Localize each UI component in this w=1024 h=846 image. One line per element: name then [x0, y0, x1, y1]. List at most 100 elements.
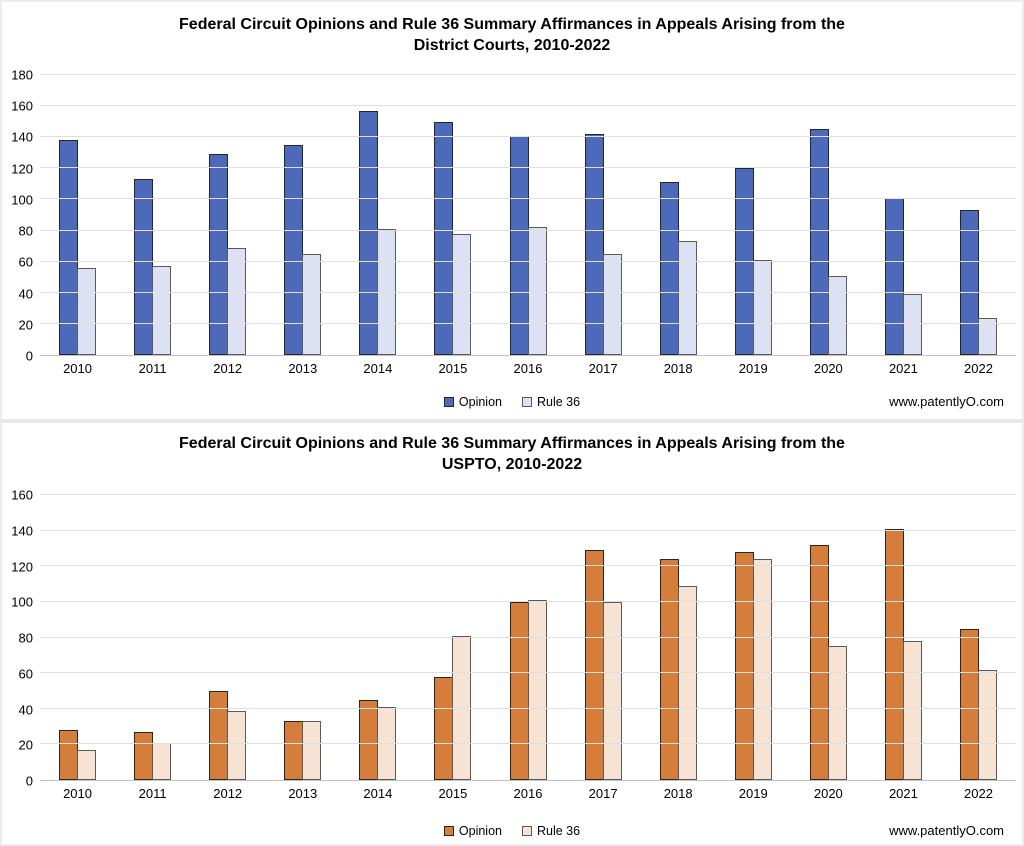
x-tick-label-2011: 2011	[138, 361, 167, 376]
legend-swatch-rule36	[522, 397, 532, 407]
x-tick-label-2012: 2012	[213, 361, 243, 376]
legend-swatch-opinion	[443, 826, 454, 836]
bar-group-2012	[190, 495, 265, 780]
gridline-20	[40, 322, 1016, 324]
bar-rule-36-2016	[527, 600, 547, 780]
bar-rule-36-2022	[977, 317, 997, 355]
x-tick-label-2017: 2017	[588, 361, 618, 376]
gridline-20	[40, 743, 1016, 745]
legend-swatch-rule36	[522, 826, 532, 836]
legend-label-opinion: Opinion	[458, 395, 502, 409]
bar-opinion-2022	[959, 210, 979, 355]
legend: Opinion Rule 36	[2, 822, 1022, 840]
x-tick-label-2011: 2011	[138, 786, 167, 801]
chart-title-line1: Federal Circuit Opinions and Rule 36 Sum…	[179, 16, 845, 33]
x-tick-label-2019: 2019	[738, 361, 768, 376]
bar-opinion-2018	[659, 182, 679, 355]
bar-group-2015	[415, 75, 490, 355]
gridline-40	[40, 291, 1016, 293]
gridline-60	[40, 260, 1016, 262]
chart-title-line2: District Courts, 2010-2022	[413, 37, 611, 54]
bar-rule-36-2017	[602, 601, 622, 780]
bar-rule-36-2015	[452, 233, 472, 355]
bar-opinion-2021	[884, 197, 904, 355]
bar-opinion-2013	[284, 721, 304, 780]
bar-opinion-2014	[359, 110, 379, 355]
chart-title-uspto: Federal Circuit Opinions and Rule 36 Sum…	[2, 423, 1022, 475]
x-tick-label-2010: 2010	[63, 361, 92, 376]
x-tick-label-2016: 2016	[513, 786, 543, 801]
bar-rule-36-2012	[227, 710, 247, 780]
y-tick-label-140: 140	[11, 129, 33, 145]
chart-footer: Opinion Rule 36 www.patentlyO.com	[2, 822, 1022, 840]
bar-opinion-2010	[59, 730, 79, 780]
x-axis: 2010 2011 2012 2013 2014 2015 2016 2017 2018 2019…	[40, 361, 1016, 376]
bar-rule-36-2012	[227, 247, 247, 355]
gridline-40	[40, 707, 1016, 709]
bar-rule-36-2021	[902, 294, 922, 355]
bar-rule-36-2010	[77, 749, 97, 780]
y-tick-label-40: 40	[18, 286, 33, 302]
x-tick-label-2020: 2020	[813, 361, 843, 376]
bar-group-2019	[716, 75, 791, 355]
bar-opinion-2016	[509, 601, 529, 780]
bar-group-2022	[941, 495, 1016, 780]
bar-opinion-2022	[959, 628, 979, 780]
chart-title-district-courts: Federal Circuit Opinions and Rule 36 Sum…	[2, 2, 1022, 56]
legend-swatch-opinion	[443, 397, 454, 407]
bar-rule-36-2013	[302, 721, 322, 780]
bar-group-2010	[40, 495, 115, 780]
gridline-80	[40, 229, 1016, 231]
bar-group-2012	[190, 75, 265, 355]
y-axis: 0 20 40 60 80 100 120 140 160 180	[2, 69, 40, 363]
x-axis: 2010 2011 2012 2013 2014 2015 2016 2017 2018 2019…	[40, 786, 1016, 801]
bar-opinion-2019	[734, 168, 754, 355]
bar-group-2013	[265, 75, 340, 355]
bar-rule-36-2022	[977, 669, 997, 780]
bar-rule-36-2019	[752, 559, 772, 780]
bar-opinion-2014	[359, 699, 379, 780]
bar-rule-36-2011	[152, 742, 172, 780]
x-tick-label-2022: 2022	[964, 786, 993, 801]
bar-rule-36-2011	[152, 266, 172, 355]
bar-group-2013	[265, 495, 340, 780]
y-tick-label-100: 100	[11, 192, 33, 208]
legend-label-opinion: Opinion	[458, 824, 502, 838]
gridline-120	[40, 565, 1016, 567]
x-tick-label-2022: 2022	[964, 361, 993, 376]
legend-item-opinion: Opinion	[443, 395, 502, 409]
legend-label-rule36: Rule 36	[537, 824, 581, 838]
y-tick-label-80: 80	[18, 223, 33, 239]
bar-opinion-2017	[584, 550, 604, 780]
bar-group-2010	[40, 75, 115, 355]
y-tick-label-120: 120	[11, 161, 33, 177]
legend-item-opinion: Opinion	[443, 824, 502, 838]
bar-opinion-2012	[209, 690, 229, 780]
panel-divider	[2, 419, 1022, 423]
bar-group-2014	[340, 495, 415, 780]
bar-group-2021	[866, 495, 941, 780]
chart-panel-district-courts: Federal Circuit Opinions and Rule 36 Sum…	[2, 2, 1022, 419]
bar-group-2011	[115, 75, 190, 355]
gridline-120	[40, 167, 1016, 169]
attribution-text: www.patentlyO.com	[889, 823, 1004, 838]
gridline-100	[40, 198, 1016, 200]
bar-group-2021	[866, 75, 941, 355]
bar-group-2017	[566, 495, 641, 780]
bar-opinion-2015	[434, 121, 454, 355]
bar-group-2011	[115, 495, 190, 780]
bar-group-2020	[791, 495, 866, 780]
x-tick-label-2013: 2013	[288, 786, 318, 801]
bar-rule-36-2010	[77, 267, 97, 355]
y-tick-label-180: 180	[11, 67, 33, 83]
x-tick-label-2010: 2010	[63, 786, 92, 801]
gridline-80	[40, 636, 1016, 638]
legend-item-rule36: Rule 36	[522, 395, 580, 409]
gridline-180	[40, 74, 1016, 75]
x-tick-label-2019: 2019	[738, 786, 768, 801]
y-tick-label-60: 60	[18, 254, 33, 270]
x-tick-label-2015: 2015	[438, 361, 468, 376]
gridline-60	[40, 672, 1016, 674]
bar-rule-36-2018	[677, 585, 697, 780]
x-tick-label-2018: 2018	[663, 786, 693, 801]
